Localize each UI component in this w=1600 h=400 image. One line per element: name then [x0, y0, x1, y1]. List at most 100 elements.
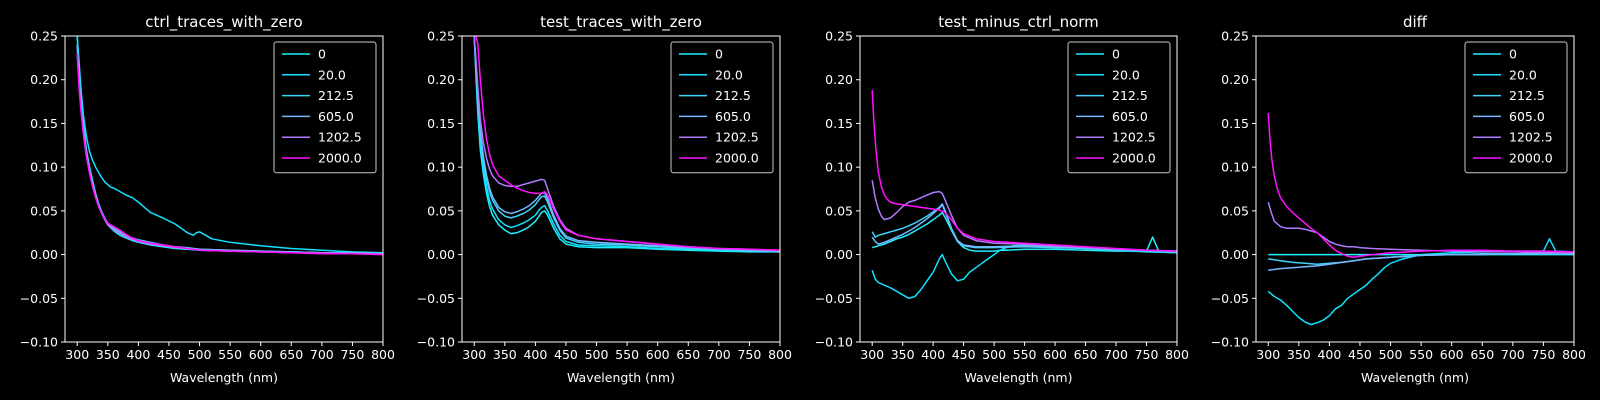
y-tick-label: −0.05	[20, 291, 58, 306]
legend-label: 0	[1509, 47, 1517, 62]
legend-label: 605.0	[1509, 109, 1545, 124]
y-tick-label: 0.00	[1221, 247, 1249, 262]
series-group	[1267, 112, 1574, 326]
plot-frame	[859, 35, 1178, 343]
x-tick-label: 600	[1043, 347, 1067, 362]
legend-label: 605.0	[715, 109, 751, 124]
legend-label: 212.5	[318, 88, 354, 103]
panel-title: test_traces_with_zero	[540, 13, 702, 32]
legend-label: 0	[1112, 47, 1120, 62]
series-line-1	[473, 36, 780, 253]
y-tick-label: −0.10	[1211, 335, 1249, 350]
x-tick-label: 700	[707, 347, 731, 362]
legend-label: 1202.5	[1112, 130, 1156, 145]
x-tick-label: 400	[523, 347, 547, 362]
legend-label: 212.5	[1112, 88, 1148, 103]
x-tick-label: 750	[737, 347, 761, 362]
plot-area: 300 350 400 450 500 550 600 650 700 750 800 −0.10 −0…	[1211, 29, 1586, 363]
legend-label: 0	[318, 47, 326, 62]
legend-label: 2000.0	[1509, 151, 1553, 166]
x-tick-label: 700	[1104, 347, 1128, 362]
x-tick-label: 800	[1165, 347, 1189, 362]
x-tick-label: 500	[188, 347, 212, 362]
y-tick-label: 0.25	[30, 29, 58, 44]
y-tick-label: 0.05	[30, 203, 58, 218]
legend-label: 20.0	[715, 67, 743, 82]
y-tick-label: 0.20	[30, 72, 58, 87]
x-tick-label: 550	[218, 347, 242, 362]
plot-area: 300 350 400 450 500 550 600 650 700 750 800 −0.10 −0…	[417, 29, 792, 363]
y-tick-label: −0.10	[20, 335, 58, 350]
series-line-5	[474, 36, 780, 251]
x-axis-label: Wavelength (nm)	[170, 370, 278, 385]
x-tick-label: 350	[96, 347, 120, 362]
y-tick-label: 0.05	[427, 203, 455, 218]
x-tick-label: 400	[921, 347, 945, 362]
series-line-4	[1267, 201, 1574, 254]
x-tick-label: 800	[371, 347, 395, 362]
y-tick-label: 0.20	[825, 72, 853, 87]
legend-label: 1202.5	[1509, 130, 1553, 145]
x-tick-label: 350	[891, 347, 915, 362]
series-line-5	[1267, 112, 1574, 258]
y-tick-label: 0.10	[427, 160, 455, 175]
x-tick-label: 300	[1256, 347, 1280, 362]
series-line-5	[871, 90, 1177, 252]
legend-label: 1202.5	[318, 130, 362, 145]
x-tick-label: 300	[860, 347, 884, 362]
y-tick-label: 0.15	[1221, 116, 1249, 131]
plot-frame	[461, 35, 781, 343]
series-group	[76, 36, 383, 256]
x-tick-label: 800	[768, 347, 792, 362]
x-tick-label: 650	[1470, 347, 1494, 362]
y-tick-label: 0.20	[427, 72, 455, 87]
y-tick-label: −0.10	[815, 335, 853, 350]
x-tick-label: 300	[462, 347, 486, 362]
legend-label: 20.0	[1112, 67, 1140, 82]
x-tick-label: 600	[1440, 347, 1464, 362]
y-tick-label: 0.25	[427, 29, 455, 44]
panel-ctrl-traces: ctrl_traces_with_zero Wavelength (nm) 30…	[20, 13, 395, 385]
x-axis-label: Wavelength (nm)	[965, 370, 1073, 385]
series-group	[473, 36, 780, 253]
series-line-5	[76, 53, 383, 256]
y-tick-label: 0.15	[427, 116, 455, 131]
legend: 0 20.0 212.5 605.0 1202.5 2000.0	[1067, 41, 1171, 174]
x-tick-label: 750	[1135, 347, 1159, 362]
x-tick-label: 600	[249, 347, 273, 362]
legend-label: 212.5	[715, 88, 751, 103]
series-line-3	[871, 203, 1177, 252]
x-tick-label: 550	[1013, 347, 1037, 362]
legend-label: 0	[715, 47, 723, 62]
x-tick-label: 500	[982, 347, 1006, 362]
y-tick-label: 0.00	[30, 247, 58, 262]
y-tick-label: −0.05	[417, 291, 455, 306]
x-tick-label: 550	[615, 347, 639, 362]
legend-label: 1202.5	[715, 130, 759, 145]
y-tick-label: 0.05	[1221, 203, 1249, 218]
y-tick-label: 0.10	[825, 160, 853, 175]
legend-label: 2000.0	[1112, 151, 1156, 166]
panel-title: ctrl_traces_with_zero	[145, 13, 302, 32]
x-tick-label: 700	[310, 347, 334, 362]
x-tick-label: 650	[676, 347, 700, 362]
plot-frame	[1255, 35, 1575, 343]
x-tick-label: 650	[279, 347, 303, 362]
panel-test-minus-ctrl: test_minus_ctrl_norm Wavelength (nm) 300…	[815, 13, 1189, 385]
x-tick-label: 750	[340, 347, 364, 362]
series-line-3	[1268, 252, 1574, 272]
x-tick-label: 800	[1562, 347, 1586, 362]
legend-label: 20.0	[318, 67, 346, 82]
x-axis-label: Wavelength (nm)	[567, 370, 675, 385]
legend-label: 2000.0	[715, 151, 759, 166]
series-line-3	[473, 36, 780, 252]
panel-title: diff	[1403, 13, 1428, 31]
legend: 0 20.0 212.5 605.0 1202.5 2000.0	[273, 41, 377, 174]
legend: 0 20.0 212.5 605.0 1202.5 2000.0	[1464, 41, 1568, 174]
x-tick-label: 450	[952, 347, 976, 362]
y-tick-label: −0.05	[815, 291, 853, 306]
x-tick-label: 350	[1287, 347, 1311, 362]
y-tick-label: 0.10	[1221, 160, 1249, 175]
y-tick-label: 0.25	[825, 29, 853, 44]
legend-label: 2000.0	[318, 151, 362, 166]
